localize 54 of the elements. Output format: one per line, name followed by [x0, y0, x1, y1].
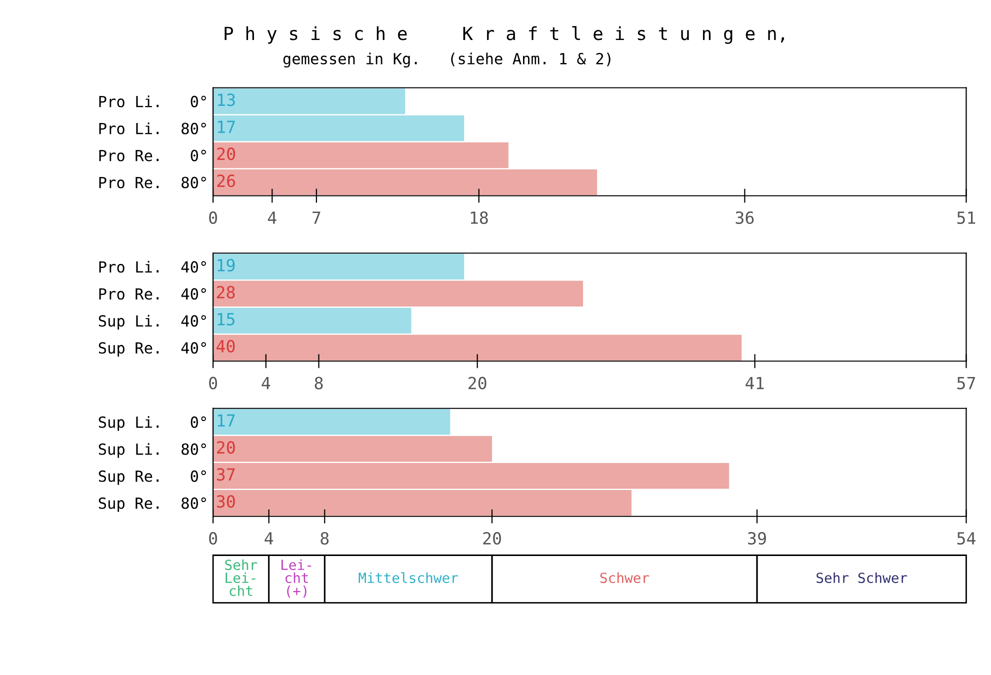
x-tick-label: 39 [748, 532, 766, 545]
data-label: 13 [218, 94, 235, 106]
y-tick-label: Sup Re. 40° [98, 342, 206, 357]
bar [213, 308, 412, 334]
x-tick-label: 0 [209, 376, 217, 390]
data-label: 40 [216, 340, 235, 353]
text: Schwer [600, 572, 650, 584]
data-label: 28 [216, 286, 235, 299]
x-tick-label: 20 [468, 376, 486, 390]
x-tick-label: 54 [957, 532, 976, 545]
data-label: 20 [217, 148, 236, 160]
bar [213, 409, 450, 435]
x-tick-label: 51 [957, 212, 976, 224]
x-tick-label: 0 [209, 211, 217, 224]
x-tick-label: 8 [320, 532, 329, 545]
y-tick-label: Pro Re. 80° [99, 176, 206, 188]
x-tick-label: 36 [736, 211, 754, 224]
data-label: 37 [216, 468, 235, 481]
x-tick-label: 4 [268, 212, 276, 224]
y-tick-label: Pro Li. 0° [99, 95, 206, 108]
y-tick-label: Pro Re. 40° [99, 288, 206, 300]
data-label: 15 [218, 313, 234, 326]
bar [213, 334, 742, 360]
x-tick-label: 41 [746, 377, 764, 390]
chart-title: P h y s i s c h e K r a f t l e i s t u n g e n, [224, 26, 784, 44]
data-label: 26 [217, 174, 236, 188]
text: Sehr Lei- cht [225, 559, 258, 596]
y-tick-label: Sup Li. 80° [98, 443, 206, 458]
y-tick-label: Pro Li. 40° [99, 260, 206, 273]
x-tick-label: 4 [262, 377, 270, 390]
y-tick-label: Pro Li. 80° [99, 122, 206, 134]
data-label: 19 [218, 258, 235, 272]
x-tick-label: 18 [470, 211, 488, 224]
text: Sehr Schwer [816, 572, 908, 584]
bar [213, 280, 584, 306]
y-tick-label: Pro Re. 0° [99, 150, 206, 162]
y-tick-label: Sup Li. 0° [98, 416, 206, 431]
text: Mittelschwer [358, 572, 458, 584]
y-tick-label: Sup Li. 40° [98, 314, 206, 330]
data-label: 17 [218, 414, 235, 427]
data-label: 17 [218, 120, 235, 133]
y-tick-label: Sup Re. 80° [98, 497, 206, 512]
x-tick-label: 20 [483, 532, 501, 545]
x-tick-label: 4 [264, 532, 274, 544]
x-tick-label: 8 [314, 376, 323, 390]
data-label: 20 [217, 441, 235, 454]
x-tick-label: 57 [957, 377, 976, 390]
x-tick-label: 7 [312, 212, 320, 224]
text: Lei- cht (+) [281, 559, 312, 598]
data-label: 30 [216, 495, 235, 508]
x-tick-label: 0 [209, 532, 217, 545]
bar [213, 254, 464, 280]
y-tick-label: Sup Re. 0° [98, 470, 206, 485]
chart-subtitle: gemessen in Kg. (siehe Anm. 1 & 2) [283, 52, 610, 68]
